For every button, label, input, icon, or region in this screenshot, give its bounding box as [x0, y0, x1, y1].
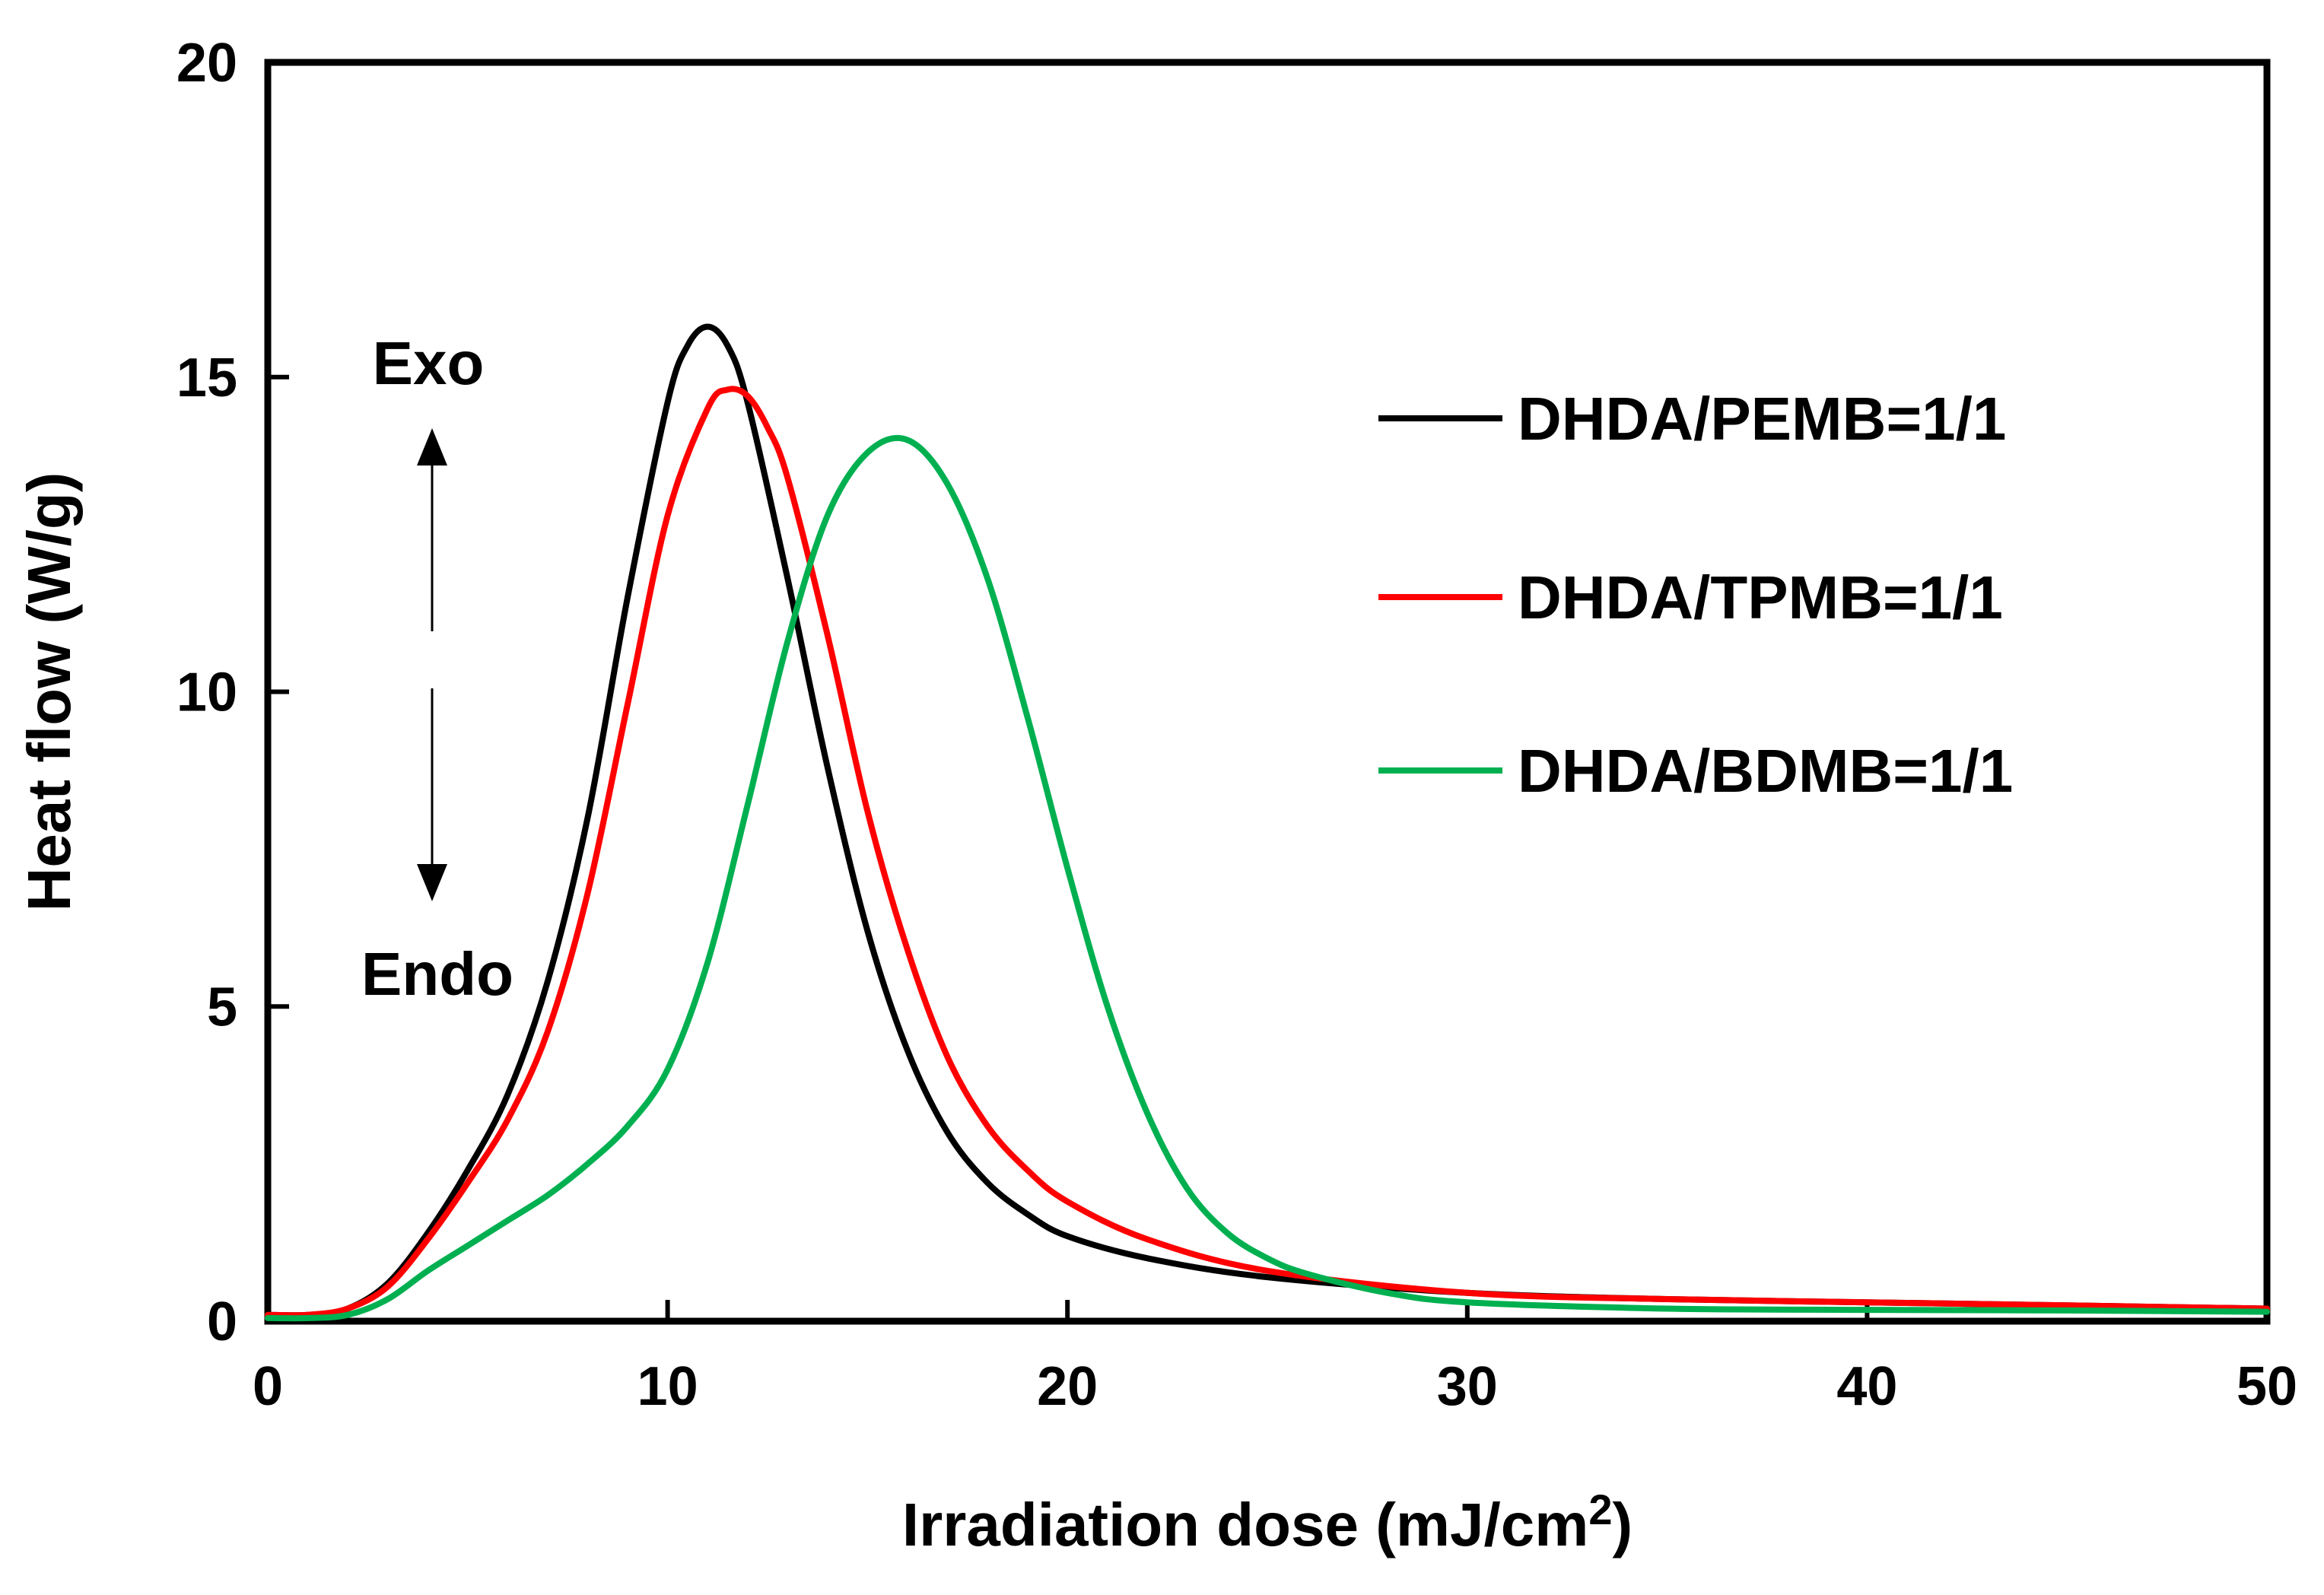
y-axis-title: Heat flow (W/g) — [15, 472, 83, 912]
legend-label-dhda-bdmb-1-1: DHDA/BDMB=1/1 — [1518, 737, 2013, 805]
x-axis-title-main: Irradiation dose (mJ/cm — [902, 1491, 1588, 1558]
arrow-down-icon — [417, 864, 447, 901]
y-tick-label: 15 — [176, 348, 237, 408]
series-line-dhda-pemb-1-1 — [265, 323, 2270, 1319]
series-line-dhda-bdmb-1-1 — [265, 434, 2270, 1322]
legend-label-dhda-pemb-1-1: DHDA/PEMB=1/1 — [1518, 385, 2006, 453]
x-tick-label: 20 — [1037, 1356, 1098, 1417]
x-tick-label: 10 — [637, 1356, 698, 1417]
y-tick-label: 20 — [176, 33, 237, 94]
x-axis-title-suffix: ) — [1612, 1491, 1633, 1558]
series-lines — [265, 323, 2270, 1322]
x-tick-label: 0 — [253, 1356, 283, 1417]
x-tick-label: 40 — [1836, 1356, 1897, 1417]
exo-endo-annotation: Exo Endo — [361, 329, 513, 1008]
legend-label-dhda-tpmb-1-1: DHDA/TPMB=1/1 — [1518, 564, 2003, 631]
plot-frame — [264, 59, 2271, 1325]
endo-label: Endo — [361, 940, 513, 1008]
series-line-dhda-tpmb-1-1 — [265, 386, 2270, 1319]
y-tick-label: 5 — [207, 977, 237, 1037]
x-axis-title-superscript: 2 — [1588, 1485, 1612, 1533]
x-tick-label: 50 — [2237, 1356, 2297, 1417]
arrow-up-icon — [417, 428, 447, 465]
y-tick-label: 10 — [176, 662, 237, 723]
legend: DHDA/PEMB=1/1 DHDA/TPMB=1/1 DHDA/BDMB=1/1 — [1378, 385, 2013, 805]
exo-label: Exo — [373, 329, 485, 397]
y-tick-label: 0 — [207, 1292, 237, 1352]
x-axis-title: Irradiation dose (mJ/cm2) — [902, 1485, 1633, 1558]
axes: 0 10 20 30 40 50 0 5 10 15 20 — [176, 33, 2297, 1417]
x-tick-label: 30 — [1437, 1356, 1498, 1417]
